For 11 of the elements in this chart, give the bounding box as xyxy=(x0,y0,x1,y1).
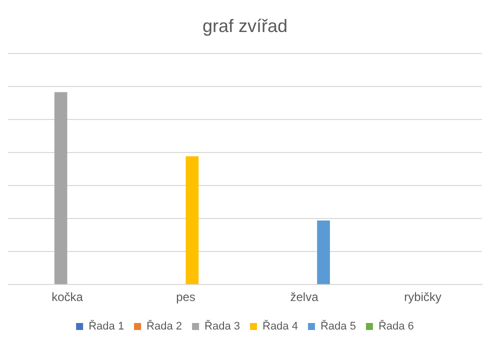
legend-label: Řada 3 xyxy=(204,320,240,333)
x-tick-label: želva xyxy=(290,290,319,304)
x-tick-label: pes xyxy=(176,290,196,304)
x-tick-label: kočka xyxy=(52,290,84,304)
chart-title: graf zvířad xyxy=(202,16,288,36)
x-tick-label: rybičky xyxy=(404,290,442,304)
legend-label: Řada 1 xyxy=(88,320,124,333)
legend-label: Řada 5 xyxy=(320,320,356,333)
legend-label: Řada 4 xyxy=(262,320,298,333)
legend-label: Řada 6 xyxy=(378,320,414,333)
legend-label: Řada 2 xyxy=(146,320,182,333)
